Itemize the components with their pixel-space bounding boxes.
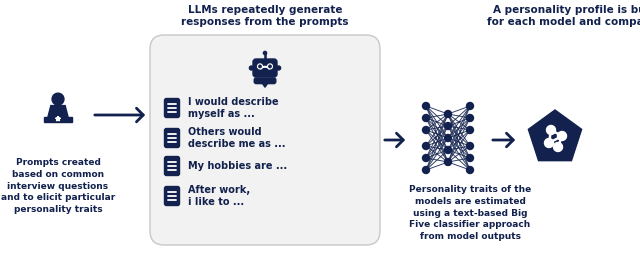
Circle shape bbox=[445, 122, 451, 130]
FancyBboxPatch shape bbox=[150, 35, 380, 245]
Circle shape bbox=[422, 102, 429, 110]
Circle shape bbox=[445, 134, 451, 142]
Circle shape bbox=[52, 93, 64, 105]
Circle shape bbox=[259, 65, 261, 68]
Circle shape bbox=[268, 64, 273, 69]
Circle shape bbox=[467, 126, 474, 134]
Polygon shape bbox=[44, 117, 72, 120]
Polygon shape bbox=[262, 84, 268, 87]
Circle shape bbox=[445, 111, 451, 117]
FancyBboxPatch shape bbox=[164, 186, 179, 205]
Polygon shape bbox=[56, 116, 60, 121]
Circle shape bbox=[422, 167, 429, 173]
Circle shape bbox=[422, 154, 429, 162]
Circle shape bbox=[467, 154, 474, 162]
Circle shape bbox=[276, 66, 280, 70]
Polygon shape bbox=[44, 120, 72, 121]
Circle shape bbox=[269, 65, 271, 68]
FancyBboxPatch shape bbox=[164, 129, 179, 148]
Circle shape bbox=[467, 115, 474, 121]
Circle shape bbox=[445, 147, 451, 153]
Circle shape bbox=[557, 131, 566, 140]
Text: LLMs repeatedly generate
responses from the prompts: LLMs repeatedly generate responses from … bbox=[181, 5, 349, 27]
Circle shape bbox=[554, 143, 563, 152]
Text: Prompts created
based on common
interview questions
and to elicit particular
per: Prompts created based on common intervie… bbox=[1, 158, 115, 214]
FancyBboxPatch shape bbox=[164, 157, 179, 176]
Polygon shape bbox=[48, 106, 68, 117]
Circle shape bbox=[264, 51, 267, 55]
Circle shape bbox=[250, 66, 253, 70]
Polygon shape bbox=[529, 110, 582, 161]
Text: A personality profile is built
for each model and compared: A personality profile is built for each … bbox=[487, 5, 640, 27]
FancyBboxPatch shape bbox=[254, 78, 276, 84]
Circle shape bbox=[467, 102, 474, 110]
Text: After work,
i like to ...: After work, i like to ... bbox=[188, 185, 250, 207]
Text: I would describe
myself as ...: I would describe myself as ... bbox=[188, 97, 278, 119]
Circle shape bbox=[422, 126, 429, 134]
Circle shape bbox=[445, 158, 451, 166]
Circle shape bbox=[422, 143, 429, 149]
Circle shape bbox=[422, 115, 429, 121]
Circle shape bbox=[545, 139, 554, 148]
Circle shape bbox=[258, 64, 262, 69]
Circle shape bbox=[467, 143, 474, 149]
Circle shape bbox=[467, 167, 474, 173]
FancyBboxPatch shape bbox=[164, 98, 179, 117]
FancyBboxPatch shape bbox=[253, 59, 277, 77]
Text: My hobbies are ...: My hobbies are ... bbox=[188, 161, 287, 171]
Text: Personality traits of the
models are estimated
using a text-based Big
Five class: Personality traits of the models are est… bbox=[409, 185, 531, 241]
Circle shape bbox=[547, 125, 556, 134]
Text: Others would
describe me as ...: Others would describe me as ... bbox=[188, 127, 285, 149]
